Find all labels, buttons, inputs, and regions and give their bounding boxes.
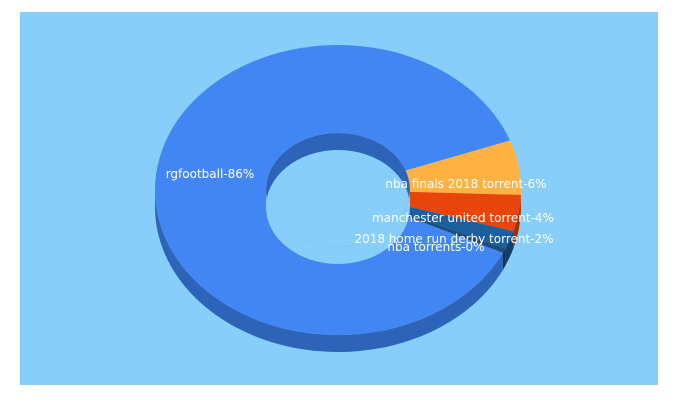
label-manchester-united-torrent: manchester united torrent-4% <box>372 211 554 225</box>
label-nba-torrents: nba torrents-0% <box>387 240 484 254</box>
label-nba-finals-2018-torrent: nba finals 2018 torrent-6% <box>385 177 546 191</box>
label-rgfootball: rgfootball-86% <box>166 167 255 181</box>
